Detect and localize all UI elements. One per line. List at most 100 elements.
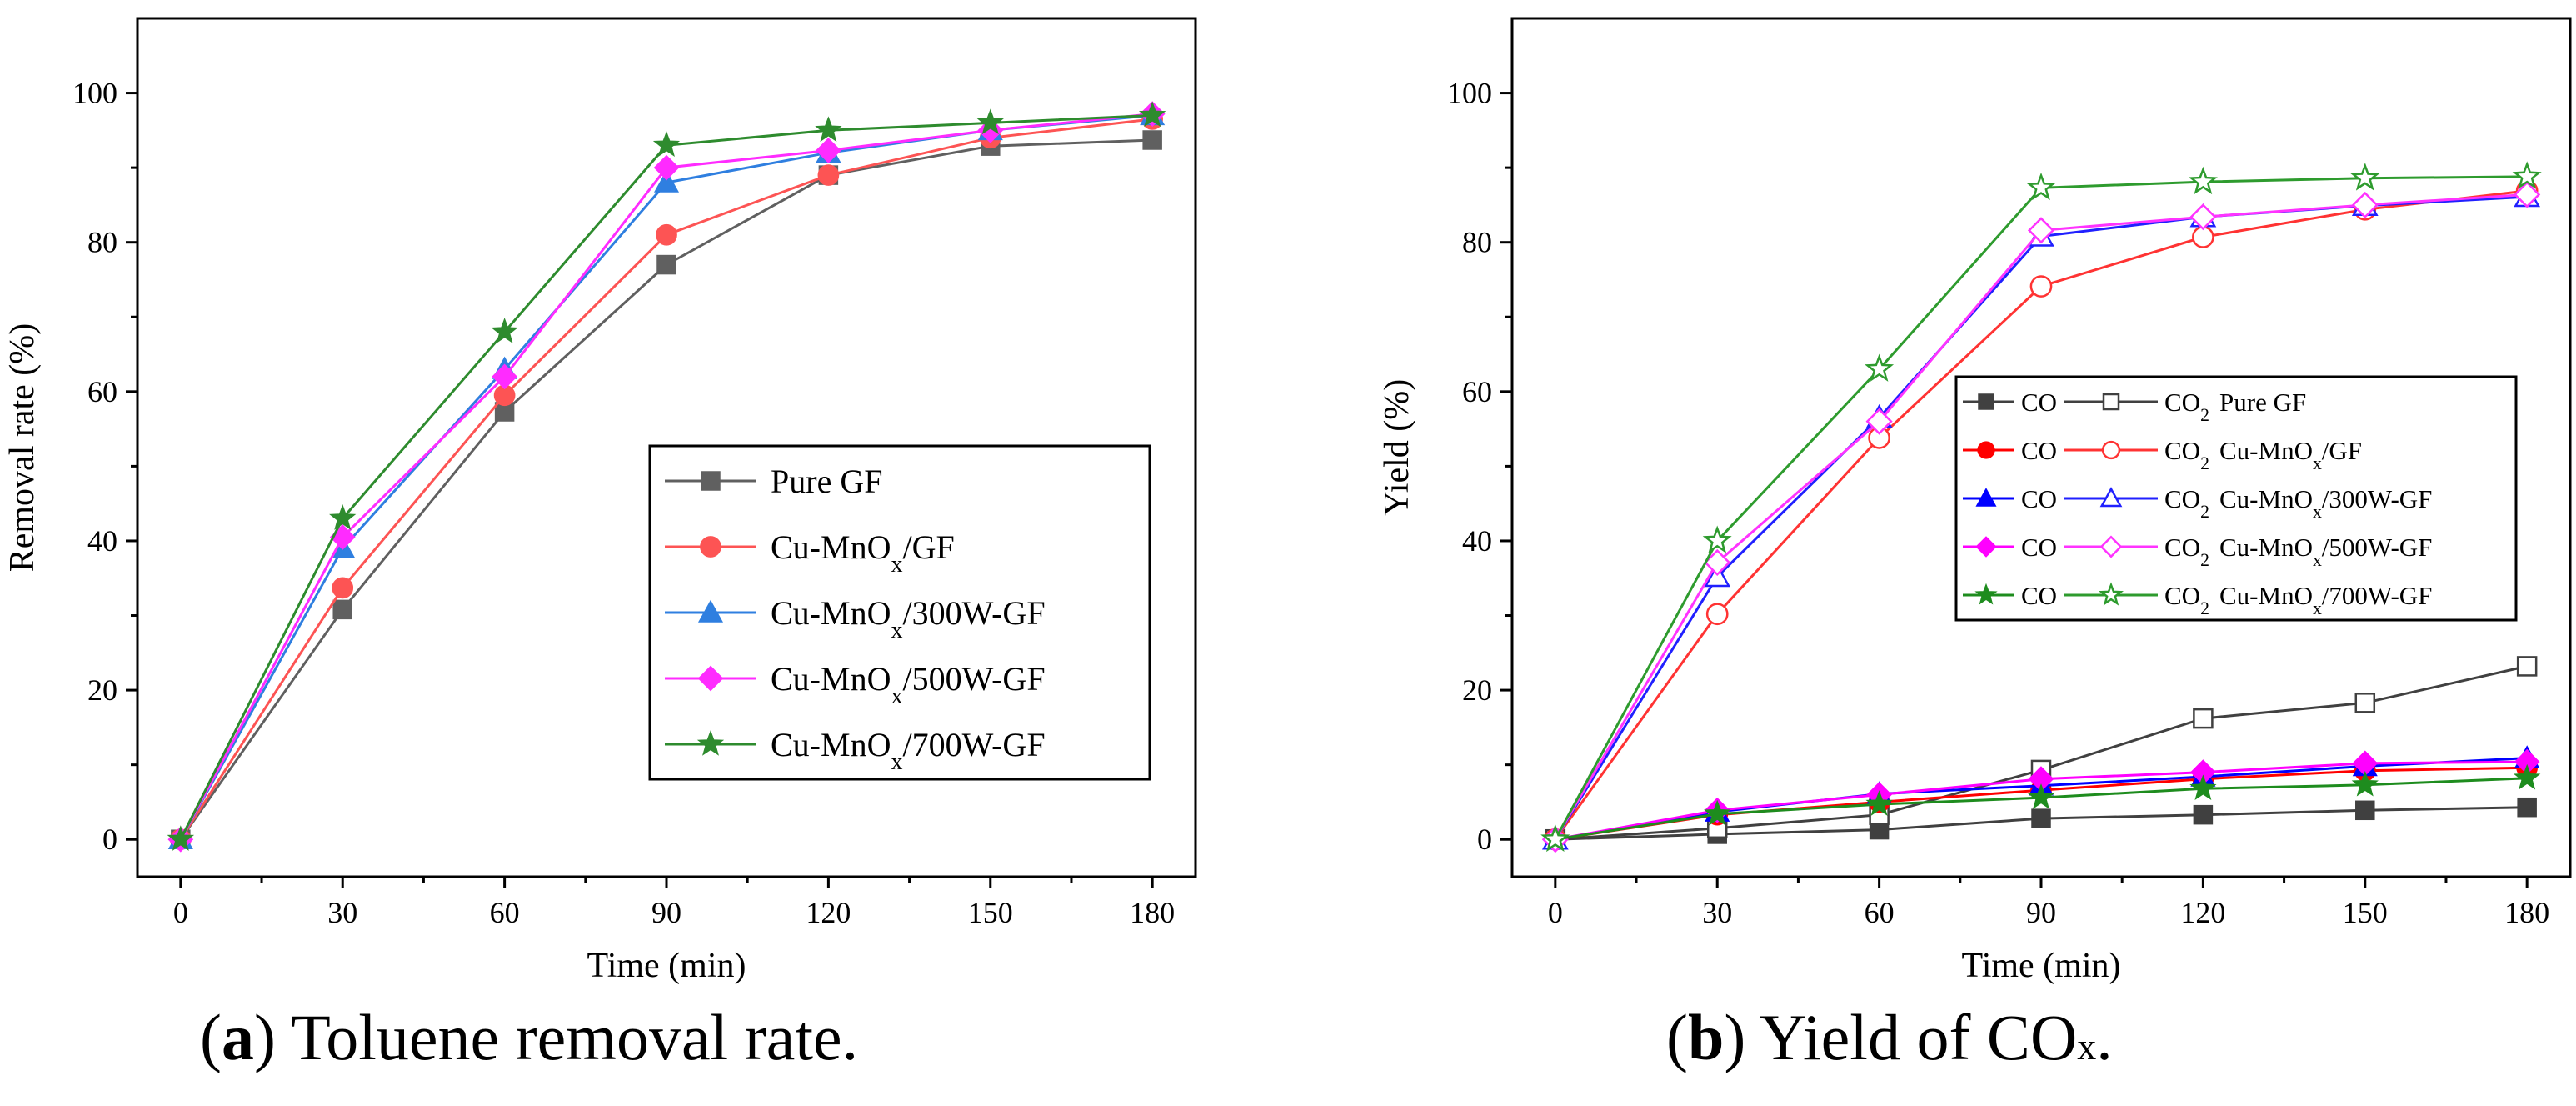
b-data-point [2027, 783, 2055, 809]
b-legend-co-label: CO [2021, 533, 2057, 562]
b-x-tick-label: 60 [1865, 896, 1895, 929]
b-legend-marker [2102, 393, 2120, 411]
a-legend: Pure GF Cu-MnOx/GF Cu-MnOx/300W-GF Cu-MnOx/… [648, 444, 1151, 781]
b-data-point [1704, 548, 1731, 576]
b-legend-marker [1978, 393, 1994, 410]
b-x-tick-label: 30 [1702, 896, 1732, 929]
a-x-tick-label: 150 [968, 896, 1013, 929]
b-legend-marker [2099, 487, 2123, 508]
a-legend-marker [700, 536, 721, 558]
b-legend-co-label: CO [2021, 581, 2057, 610]
a-data-point [816, 138, 841, 163]
b-data-point [2351, 770, 2379, 797]
b-legend-sample-label: Cu-MnOx/700W-GF [2219, 581, 2432, 618]
a-data-point [656, 223, 677, 246]
a-x-tick-label: 60 [490, 896, 520, 929]
b-data-point [1540, 823, 1570, 853]
b-legend-co2-label: CO2 [2164, 581, 2209, 618]
a-x-tick-label: 120 [806, 896, 851, 929]
b-x-tick-label: 90 [2026, 896, 2056, 929]
a-data-point [329, 504, 357, 530]
b-legend-co2-label: CO2 [2164, 388, 2209, 425]
b-data-point [2351, 191, 2379, 218]
b-data-point [2188, 166, 2218, 195]
a-y-tick-label: 40 [87, 524, 117, 558]
a-data-point [653, 154, 680, 181]
a-x-tick-label: 180 [1130, 896, 1175, 929]
b-x-tick-label: 180 [2504, 896, 2549, 929]
caption-b: (b) Yield of COx. [1666, 1001, 2113, 1073]
a-y-tick-label: 20 [87, 673, 117, 707]
a-data-point [492, 363, 517, 390]
b-x-tick-label: 120 [2180, 896, 2225, 929]
a-y-axis-title: Removal rate (%) [3, 323, 42, 573]
b-y-tick-label: 80 [1462, 226, 1492, 259]
a-data-point [491, 318, 518, 343]
b-legend-marker [2101, 440, 2121, 460]
b-data-point [1865, 353, 1895, 382]
a-x-tick-label: 30 [327, 896, 357, 929]
a-data-point [1138, 101, 1166, 128]
b-data-point [2517, 797, 2537, 818]
b-legend-box [1954, 375, 2518, 622]
a-legend-marker [696, 729, 725, 756]
b-y-tick-label: 0 [1477, 823, 1492, 856]
a-data-point [815, 116, 842, 143]
b-y-tick-label: 100 [1447, 77, 1492, 110]
a-x-tick-label: 0 [173, 896, 188, 929]
b-series-7 [1541, 181, 2541, 853]
a-legend-marker [701, 471, 721, 491]
b-series-9 [1540, 161, 2542, 853]
b-data-point [2029, 275, 2053, 298]
b-data-point [2031, 808, 2051, 828]
b-legend-sample-label: Cu-MnOx/500W-GF [2219, 533, 2432, 570]
a-x-tick-label: 90 [651, 896, 681, 929]
a-y-tick-label: 0 [102, 823, 117, 856]
b-legend-co-label: CO [2021, 436, 2057, 465]
b-legend-co-label: CO [2021, 484, 2057, 513]
a-legend-marker [697, 599, 724, 623]
a-legend-label: Cu-MnOx/700W-GF [771, 726, 1046, 775]
b-legend-marker [1975, 488, 1997, 507]
b-data-point [2350, 163, 2380, 191]
b-legend-sample-label: Pure GF [2219, 388, 2306, 417]
b-legend-marker [1975, 536, 1997, 558]
caption-a: (a) Toluene removal rate. [200, 1001, 859, 1073]
a-series-4 [167, 101, 1166, 851]
b-legend-sample-label: Cu-MnOx/300W-GF [2219, 484, 2432, 522]
a-y-tick-label: 80 [87, 226, 117, 259]
b-legend-co-label: CO [2021, 388, 2057, 417]
b-data-point [2193, 804, 2214, 825]
a-data-point [1142, 130, 1162, 150]
a-data-point [652, 131, 681, 158]
b-data-point [1865, 790, 1893, 816]
a-legend-label: Cu-MnOx/300W-GF [771, 594, 1046, 643]
a-data-point [332, 577, 354, 599]
b-legend-marker [1977, 441, 1995, 459]
b-data-point [2513, 763, 2541, 790]
b-y-tick-label: 40 [1462, 524, 1492, 558]
a-y-tick-label: 100 [72, 77, 117, 110]
b-y-axis-title: Yield (%) [1378, 379, 1416, 516]
b-data-point [2189, 203, 2217, 231]
b-data-point [2512, 161, 2542, 189]
b-legend-co2-label: CO2 [2164, 533, 2209, 570]
a-data-point [653, 169, 680, 193]
b-legend-marker [2099, 535, 2123, 558]
a-data-point [167, 825, 195, 851]
b-x-axis-title: Time (min) [1962, 947, 2121, 985]
b-data-point [2027, 217, 2055, 244]
b-legend-marker [1974, 583, 1998, 605]
a-legend-marker [697, 665, 724, 692]
a-data-point [977, 117, 1004, 143]
b-data-point [2193, 708, 2214, 729]
a-data-point [817, 164, 840, 186]
b-series-0 [1545, 797, 2537, 849]
b-data-point [1865, 408, 1893, 435]
b-data-point [2516, 656, 2538, 677]
b-data-point [2026, 172, 2056, 201]
b-legend-marker [2099, 582, 2124, 606]
b-y-tick-label: 60 [1462, 375, 1492, 408]
b-data-point [1702, 525, 1732, 553]
a-y-tick-label: 60 [87, 375, 117, 408]
